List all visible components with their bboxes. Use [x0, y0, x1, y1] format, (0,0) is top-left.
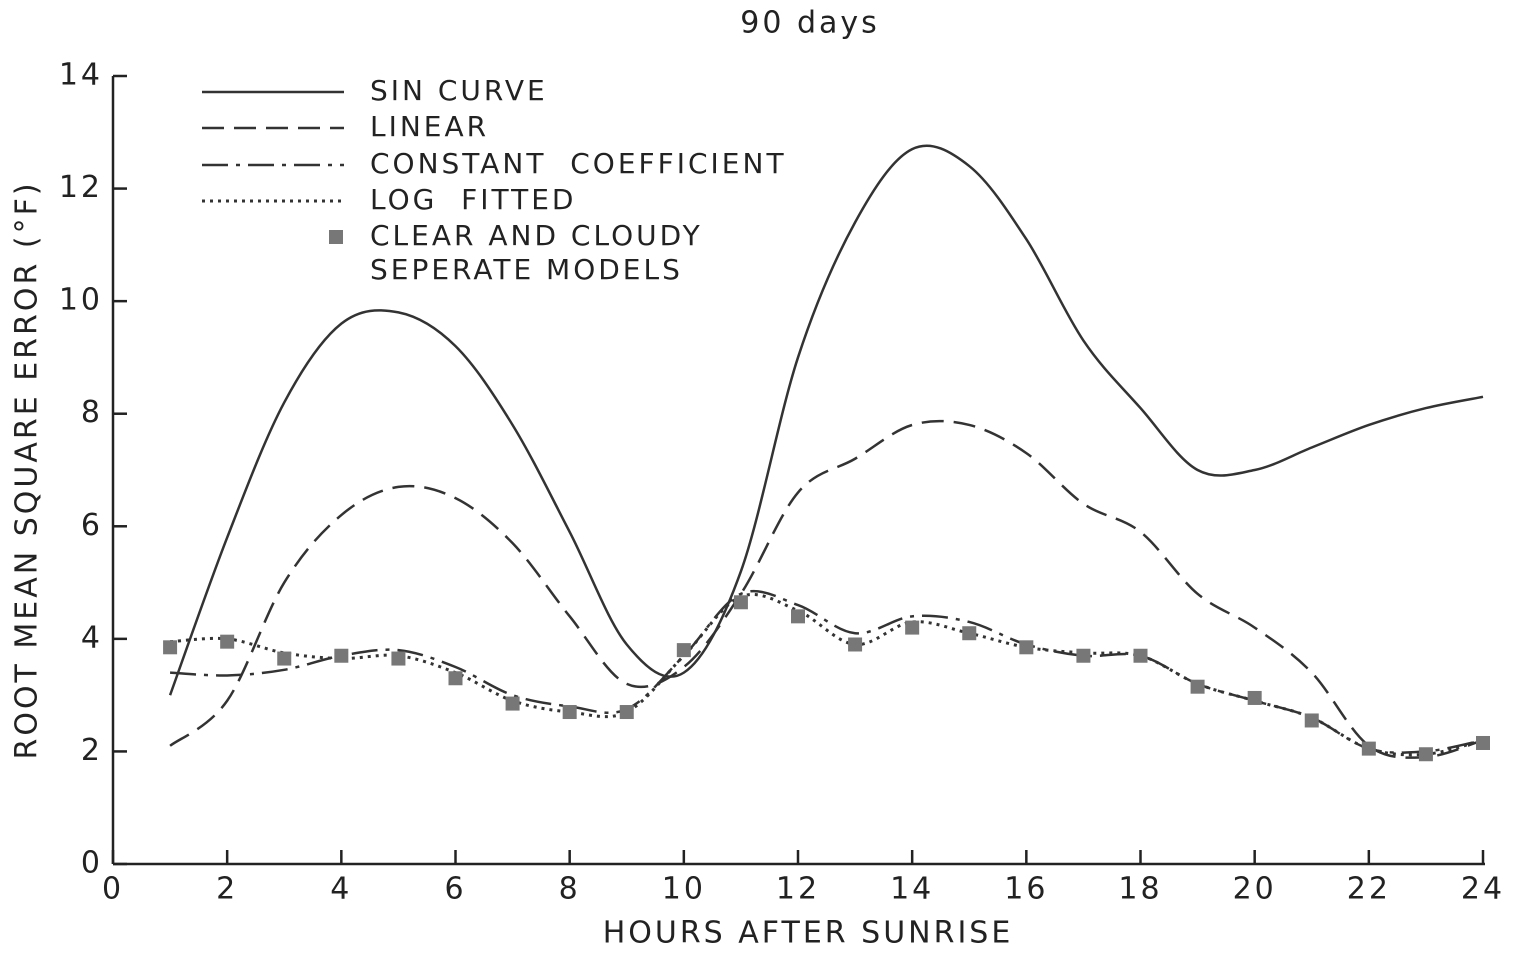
legend-label: CONSTANT COEFFICIENT: [370, 147, 787, 180]
marker: [391, 651, 406, 666]
marker: [1133, 648, 1148, 663]
marker: [962, 626, 977, 641]
legend-label: LOG FITTED: [370, 183, 577, 216]
chart-title: 90 days: [740, 6, 880, 41]
marker: [848, 637, 863, 652]
x-tick-label: 22: [1347, 872, 1391, 907]
marker: [1019, 640, 1034, 655]
x-axis-label: HOURS AFTER SUNRISE: [603, 916, 1014, 951]
marker: [562, 705, 577, 720]
x-tick-label: 14: [890, 872, 934, 907]
x-tick-label: 18: [1118, 872, 1162, 907]
marker: [1361, 741, 1376, 756]
y-tick-label: 14: [59, 58, 103, 93]
x-tick-label: 20: [1233, 872, 1277, 907]
series-line: [170, 589, 1484, 754]
marker: [1076, 648, 1091, 663]
marker: [791, 609, 805, 624]
y-axis-label: ROOT MEAN SQUARE ERROR (°F): [10, 180, 45, 759]
marker: [676, 643, 691, 658]
marker: [1418, 747, 1433, 762]
y-tick-label: 12: [59, 170, 103, 205]
marker: [448, 671, 463, 686]
marker: [733, 595, 748, 610]
x-tick-label: 24: [1461, 872, 1505, 907]
marker: [334, 648, 349, 663]
x-tick-label: 16: [1004, 872, 1048, 907]
series-line: [169, 592, 1484, 757]
x-tick-label: 6: [444, 872, 466, 907]
series-line: [169, 419, 1484, 759]
y-tick-label: 4: [81, 620, 103, 655]
marker: [163, 640, 178, 655]
y-tick-label: 8: [81, 395, 103, 430]
x-tick-label: 4: [330, 872, 352, 907]
marker: [1190, 679, 1205, 694]
marker: [220, 634, 235, 649]
legend-label: LINEAR: [370, 110, 490, 143]
legend-label: SIN CURVE: [370, 74, 548, 107]
x-tick-label: 12: [776, 872, 820, 907]
y-tick-label: 2: [81, 733, 103, 768]
y-tick-label: 0: [81, 846, 103, 881]
marker: [277, 651, 292, 666]
x-tick-label: 10: [662, 872, 706, 907]
marker: [1247, 690, 1262, 705]
marker: [619, 705, 634, 720]
marker: [905, 620, 920, 635]
y-tick-label: 6: [81, 508, 103, 543]
x-tick-label: 2: [216, 872, 238, 907]
marker: [1304, 713, 1319, 728]
y-tick-label: 10: [59, 283, 103, 318]
x-tick-label: 8: [559, 872, 581, 907]
marker: [1476, 735, 1490, 750]
marker: [505, 696, 520, 711]
x-tick-label: 0: [102, 872, 124, 907]
series-line: [168, 144, 1484, 696]
legend-marker: [329, 230, 343, 244]
legend-label: CLEAR AND CLOUDY SEPERATE MODELS: [370, 219, 703, 286]
